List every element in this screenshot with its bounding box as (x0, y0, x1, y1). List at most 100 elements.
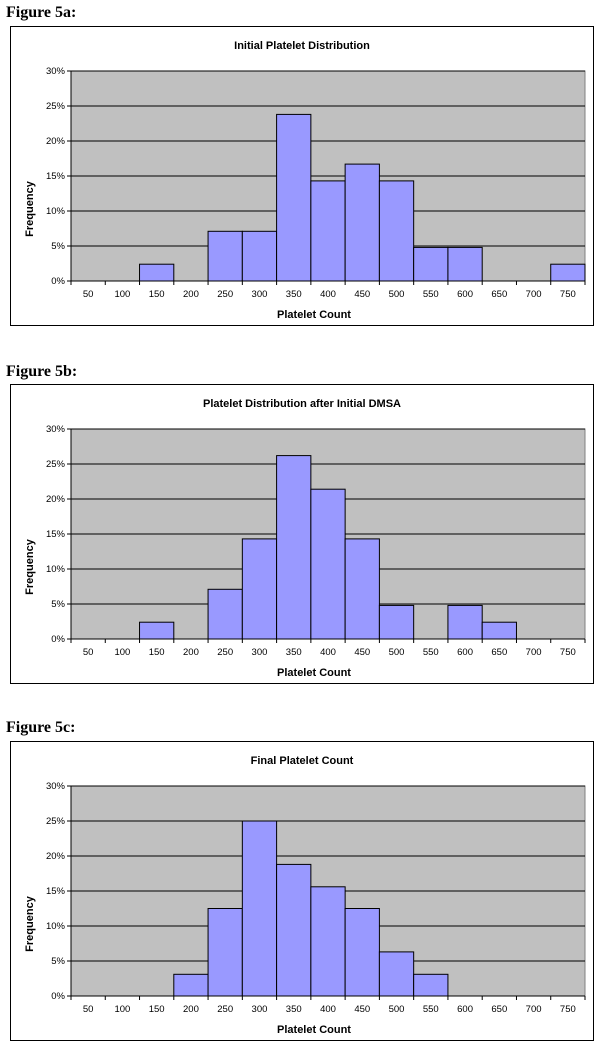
x-tick-label: 700 (526, 1004, 542, 1015)
y-tick-label: 15% (46, 171, 66, 182)
x-tick-label: 500 (389, 647, 405, 658)
figure-5c-chart: Final Platelet Count 0% 5% 10% 15% 20% 25% 30%… (24, 755, 586, 1036)
y-tick-label: 25% (46, 101, 66, 112)
x-tick-label: 300 (252, 1004, 268, 1015)
bar (276, 863, 312, 997)
x-tick-label: 500 (389, 289, 405, 300)
y-tick-label: 5% (51, 956, 65, 967)
bar (378, 604, 415, 640)
x-tick-label: 100 (114, 647, 130, 658)
x-tick-label: 700 (526, 289, 542, 300)
x-axis-title: Platelet Count (277, 667, 351, 679)
bar (207, 908, 243, 997)
y-tick-label: 0% (51, 276, 65, 287)
bar (241, 230, 278, 282)
y-tick-label: 30% (46, 66, 66, 77)
chart-title: Initial Platelet Distribution (234, 40, 370, 52)
bar (481, 621, 517, 640)
x-tick-label: 300 (252, 289, 268, 300)
y-tick-label: 25% (46, 459, 66, 470)
figure-5c-chart-box: Final Platelet Count 0% 5% 10% 15% 20% 25% 30%… (10, 741, 594, 1041)
y-tick-label: 25% (46, 816, 66, 827)
x-tick-label: 400 (320, 647, 336, 658)
x-tick-label: 250 (217, 1004, 233, 1015)
y-axis-title: Frequency (24, 895, 36, 952)
x-tick-label: 100 (114, 1004, 130, 1015)
x-tick-label: 300 (252, 647, 268, 658)
x-tick-label: 600 (457, 1004, 473, 1015)
y-tick-label: 15% (46, 529, 66, 540)
y-axis-title: Frequency (24, 538, 36, 595)
x-tick-label: 650 (491, 647, 507, 658)
x-tick-label: 750 (560, 289, 576, 300)
bar (344, 163, 380, 282)
x-tick-label: 200 (183, 647, 199, 658)
y-tick-label: 0% (51, 991, 65, 1002)
x-tick-label: 200 (183, 289, 199, 300)
x-tick-label: 50 (83, 1004, 94, 1015)
figure-5c-label: Figure 5c: (6, 719, 76, 736)
chart-title: Platelet Distribution after Initial DMSA (203, 398, 401, 410)
x-axis-title: Platelet Count (277, 309, 351, 321)
x-tick-label: 350 (286, 289, 302, 300)
x-tick-label: 250 (217, 289, 233, 300)
figure-5b-chart-box: Platelet Distribution after Initial DMSA… (10, 384, 594, 684)
y-tick-label: 30% (46, 781, 66, 792)
x-tick-label: 150 (149, 647, 165, 658)
figure-5b-label: Figure 5b: (6, 363, 78, 380)
x-tick-label: 550 (423, 647, 439, 658)
x-tick-label: 350 (286, 1004, 302, 1015)
bar (413, 973, 449, 997)
y-tick-label: 20% (46, 136, 66, 147)
figure-5a-chart: Initial Platelet Distribution 0% 5% 10% 15%… (24, 40, 586, 321)
x-tick-label: 100 (114, 289, 130, 300)
bar (550, 263, 586, 282)
bar (173, 973, 209, 997)
x-tick-label: 250 (217, 647, 233, 658)
x-tick-label: 550 (423, 289, 439, 300)
bar (447, 604, 483, 640)
x-tick-label: 500 (389, 1004, 405, 1015)
figure-5b-chart: Platelet Distribution after Initial DMSA… (24, 398, 586, 679)
x-tick-label: 750 (560, 647, 576, 658)
x-tick-label: 600 (457, 289, 473, 300)
bar (207, 588, 243, 640)
bar (378, 180, 415, 282)
x-tick-label: 150 (149, 289, 165, 300)
x-tick-label: 400 (320, 1004, 336, 1015)
bar (207, 230, 243, 282)
x-tick-label: 50 (83, 647, 94, 658)
x-tick-label: 550 (423, 1004, 439, 1015)
bar (241, 538, 278, 640)
y-tick-label: 15% (46, 886, 66, 897)
y-tick-label: 5% (51, 599, 65, 610)
bar (378, 951, 415, 997)
y-axis-title: Frequency (24, 180, 36, 237)
chart-title: Final Platelet Count (251, 755, 354, 767)
bar (447, 246, 483, 282)
y-tick-label: 20% (46, 851, 66, 862)
y-tick-label: 10% (46, 206, 66, 217)
x-tick-label: 350 (286, 647, 302, 658)
x-tick-label: 50 (83, 289, 94, 300)
figure-5a-label: Figure 5a: (6, 4, 77, 21)
x-tick-label: 450 (354, 647, 370, 658)
x-tick-label: 450 (354, 289, 370, 300)
bar (413, 246, 449, 282)
x-axis-title: Platelet Count (277, 1024, 351, 1036)
bar (241, 820, 278, 997)
bar (310, 180, 346, 282)
bar (310, 886, 346, 997)
x-tick-label: 700 (526, 647, 542, 658)
x-tick-label: 600 (457, 647, 473, 658)
x-tick-label: 750 (560, 1004, 576, 1015)
bar (139, 621, 175, 640)
bar (276, 455, 312, 640)
y-tick-label: 20% (46, 494, 66, 505)
bar (139, 263, 175, 282)
y-tick-label: 30% (46, 424, 66, 435)
y-tick-label: 5% (51, 241, 65, 252)
y-tick-label: 0% (51, 634, 65, 645)
x-tick-label: 150 (149, 1004, 165, 1015)
y-tick-label: 10% (46, 564, 66, 575)
